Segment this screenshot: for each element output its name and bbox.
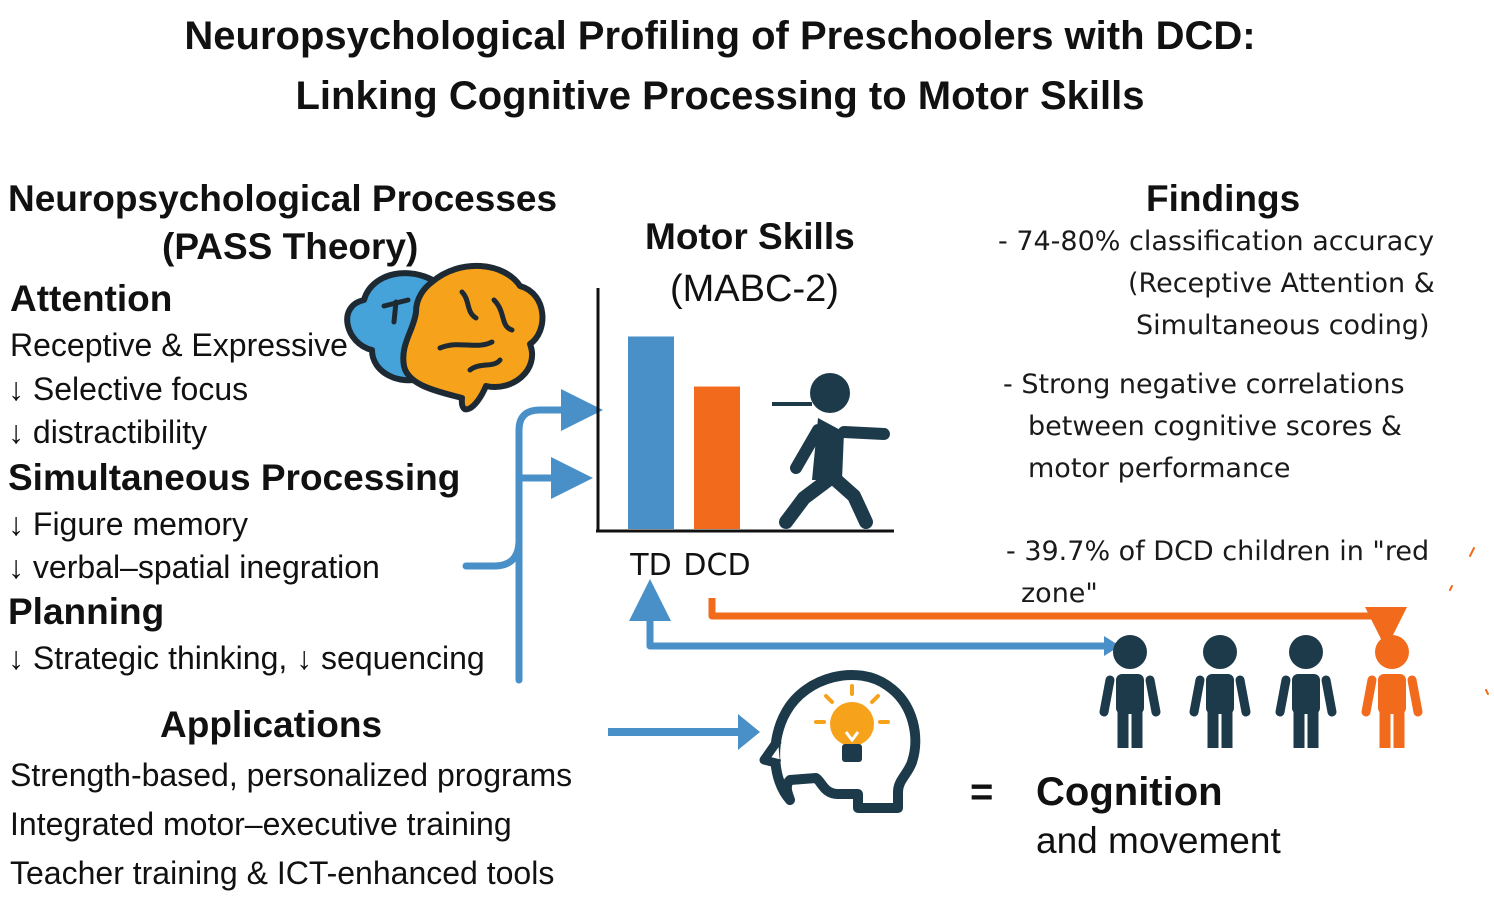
td-to-group-arrowhead <box>1104 636 1120 656</box>
decorative-specks <box>1449 547 1489 695</box>
attention-item: Receptive & Expressive <box>10 327 348 363</box>
attention-label: Attention <box>10 278 173 319</box>
chart-axes <box>596 288 894 533</box>
attention-item: ↓ distractibility <box>8 414 208 450</box>
dcd-connector-arrow <box>708 598 1407 649</box>
finding-line: between cognitive scores & <box>1028 411 1402 442</box>
tick-label-dcd: DCD <box>683 548 750 583</box>
running-child-icon <box>772 373 890 529</box>
process-bracket <box>462 406 574 684</box>
child-figure-td <box>1189 635 1251 748</box>
bar-group <box>628 336 740 529</box>
title-line-2: Linking Cognitive Processing to Motor Sk… <box>295 74 1145 118</box>
child-figure-dcd <box>1361 635 1423 748</box>
equals-sign: = <box>970 770 994 814</box>
applications-heading: Applications <box>160 704 383 745</box>
tick-label-td: TD <box>629 548 671 583</box>
processes-subheading: (PASS Theory) <box>162 226 419 267</box>
motor-heading: Motor Skills <box>645 216 855 257</box>
conclusion-line-2: and movement <box>1036 820 1281 861</box>
finding-line: (Receptive Attention & <box>1128 268 1435 299</box>
findings-heading: Findings <box>1146 178 1301 219</box>
child-figure-icon <box>1099 635 1423 748</box>
planning-label: Planning <box>8 591 165 632</box>
finding-line: - 39.7% of DCD children in "red <box>1006 536 1430 567</box>
finding-line: motor performance <box>1028 453 1291 484</box>
td-connector-arrow <box>629 579 1112 650</box>
simultaneous-label: Simultaneous Processing <box>8 457 461 498</box>
motor-subheading: (MABC-2) <box>670 268 839 310</box>
application-item: Teacher training & ICT-enhanced tools <box>10 855 555 891</box>
brain-icon <box>344 262 546 413</box>
conclusion-line-1: Cognition <box>1036 770 1223 814</box>
head-lightbulb-icon <box>759 669 921 813</box>
bar-label-group: TD DCD <box>629 548 750 583</box>
finding-line: - Strong negative correlations <box>1003 369 1405 400</box>
simultaneous-item: ↓ verbal–spatial inegration <box>8 549 380 585</box>
planning-item: ↓ Strategic thinking, ↓ sequencing <box>8 640 485 676</box>
application-item: Strength-based, personalized programs <box>10 757 573 793</box>
finding-line: Simultaneous coding) <box>1136 310 1430 341</box>
finding-line: - 74-80% classification accuracy <box>998 226 1435 257</box>
simultaneous-item: ↓ Figure memory <box>8 506 249 542</box>
title-line-1: Neuropsychological Profiling of Preschoo… <box>184 14 1256 58</box>
processes-heading: Neuropsychological Processes <box>8 178 558 219</box>
child-figure-td <box>1275 635 1337 748</box>
applications-arrowhead <box>738 714 760 750</box>
attention-item: ↓ Selective focus <box>8 371 249 407</box>
bar-td <box>628 336 674 529</box>
child-figure-td <box>1099 635 1161 748</box>
bar-dcd <box>694 386 740 529</box>
finding-line: zone" <box>1021 578 1098 609</box>
application-item: Integrated motor–executive training <box>10 806 512 842</box>
